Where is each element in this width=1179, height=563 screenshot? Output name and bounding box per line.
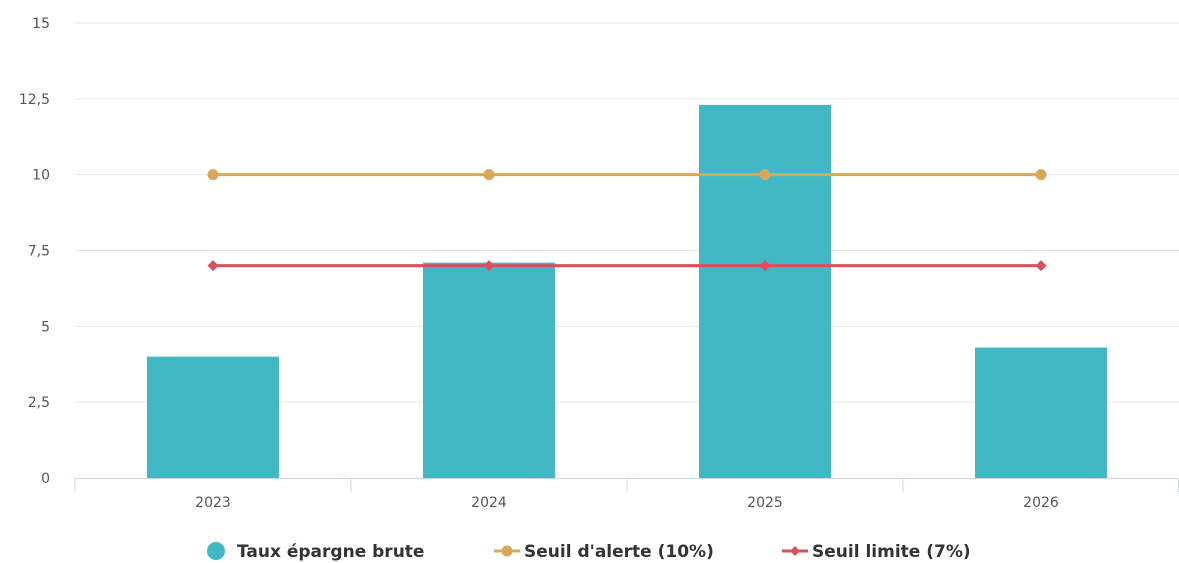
bar-2024[interactable] bbox=[423, 262, 555, 478]
legend-item[interactable]: Seuil limite (7%) bbox=[782, 542, 971, 562]
y-tick-label: 15 bbox=[32, 16, 50, 32]
legend-label: Seuil d'alerte (10%) bbox=[524, 542, 714, 562]
legend-symbol bbox=[501, 545, 513, 557]
bar-2023[interactable] bbox=[147, 356, 279, 478]
legend-symbol bbox=[790, 546, 800, 556]
legend-item[interactable]: Taux épargne brute bbox=[207, 542, 424, 562]
legend-label: Taux épargne brute bbox=[237, 542, 424, 562]
point-marker[interactable] bbox=[207, 169, 219, 181]
legend[interactable]: Taux épargne brute Seuil d'alerte (10%) Se… bbox=[207, 542, 971, 562]
line-series bbox=[207, 169, 1047, 272]
bar-2026[interactable] bbox=[975, 347, 1107, 478]
y-tick-label: 0 bbox=[41, 471, 50, 487]
point-marker[interactable] bbox=[1035, 260, 1047, 272]
bar-series bbox=[147, 104, 1107, 479]
point-marker[interactable] bbox=[1035, 169, 1047, 181]
y-tick-label: 7,5 bbox=[28, 244, 50, 260]
x-tick-label: 2024 bbox=[471, 495, 507, 511]
point-marker[interactable] bbox=[483, 260, 495, 272]
y-tick-label: 10 bbox=[32, 168, 50, 184]
x-tick-label: 2023 bbox=[195, 495, 231, 511]
legend-label: Seuil limite (7%) bbox=[812, 542, 971, 562]
y-axis: 0 2,5 5 7,5 10 12,5 15 bbox=[19, 16, 50, 487]
bar-2025[interactable] bbox=[699, 104, 831, 479]
legend-item[interactable]: Seuil d'alerte (10%) bbox=[494, 542, 714, 562]
x-tick-label: 2025 bbox=[747, 495, 783, 511]
point-marker[interactable] bbox=[759, 169, 771, 181]
x-tick-label: 2026 bbox=[1023, 495, 1059, 511]
gridlines bbox=[75, 22, 1179, 403]
y-tick-label: 5 bbox=[41, 319, 50, 335]
y-tick-label: 2,5 bbox=[28, 395, 50, 411]
x-axis: 2023 2024 2025 2026 bbox=[74, 478, 1179, 511]
point-marker[interactable] bbox=[207, 260, 219, 272]
point-marker[interactable] bbox=[759, 260, 771, 272]
legend-symbol bbox=[207, 542, 225, 560]
point-marker[interactable] bbox=[483, 169, 495, 181]
y-tick-label: 12,5 bbox=[19, 92, 50, 108]
